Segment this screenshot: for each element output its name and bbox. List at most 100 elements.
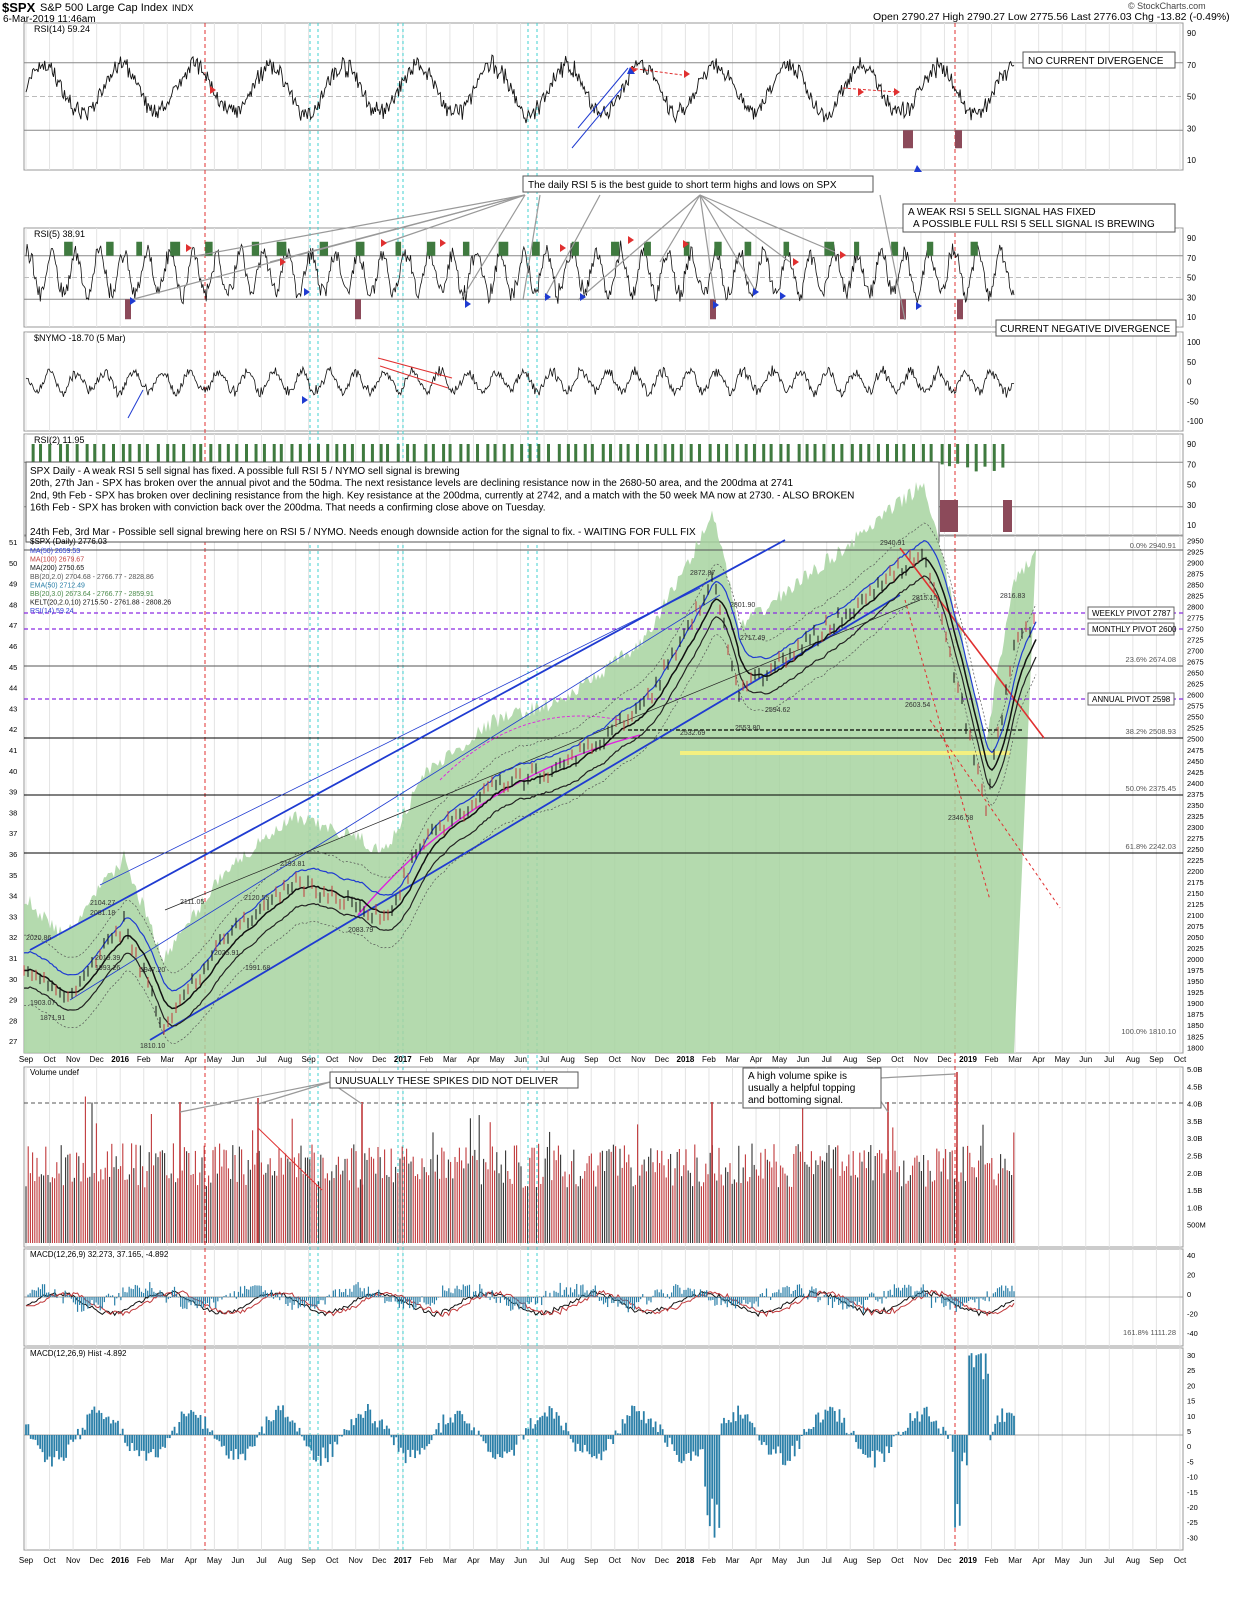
rsi-left-tick: 50 [9, 559, 17, 568]
nymo-tick: -50 [1187, 397, 1199, 406]
rsi-left-tick: 48 [9, 600, 17, 609]
rsi-left-tick: 40 [9, 767, 17, 776]
nymo-tick: 100 [1187, 338, 1201, 347]
price-tick: 1900 [1187, 999, 1204, 1008]
callout-fan-line [544, 194, 601, 298]
rsi2-fill [85, 444, 89, 466]
rsi2-fill [947, 444, 951, 467]
rsi2-fill [992, 444, 996, 471]
rsi2-fill [850, 444, 854, 472]
red-arrow-icon [793, 258, 799, 266]
rsi2-fill [290, 444, 294, 467]
rsi2-fill [424, 444, 428, 465]
time-tick-label-bottom: 2019 [959, 1556, 977, 1565]
time-tick-label: Feb [702, 1055, 716, 1064]
time-tick-label-bottom: Dec [372, 1556, 386, 1565]
rsi2-fill [307, 444, 311, 466]
price-value-label: 2025.91 [214, 950, 239, 957]
rsi2-tick: 30 [1187, 501, 1196, 510]
fib-label: 0.0% 2940.91 [1130, 541, 1176, 550]
price-tick: 2675 [1187, 658, 1204, 667]
rsi2-fill [262, 444, 266, 466]
fib-label: 50.0% 2375.45 [1126, 784, 1176, 793]
price-legend-item: KELT(20,2.0,10) 2715.50 - 2761.88 - 2808… [30, 600, 171, 607]
rsi14-note-box [1022, 51, 1176, 69]
rsi-left-tick: 29 [9, 996, 17, 1005]
rsi2-fill [654, 444, 658, 466]
time-tick-label-bottom: 2016 [111, 1556, 129, 1565]
rsi2-fill [476, 444, 480, 472]
time-tick-label: May [207, 1055, 222, 1064]
price-tick: 2050 [1187, 933, 1204, 942]
hist-label: MACD(12,26,9) Hist -4.892 [30, 1349, 127, 1358]
rsi2-fill [619, 444, 623, 471]
price-band-line [23, 557, 1037, 1010]
time-tick-label: Nov [349, 1055, 363, 1064]
annotation-line: SPX Daily - A weak RSI 5 sell signal has… [30, 466, 460, 477]
price-tick: 2775 [1187, 614, 1204, 623]
price-value-label: 2816.83 [1000, 593, 1025, 600]
volume-tick: 2.5B [1187, 1152, 1202, 1161]
price-tick: 2300 [1187, 823, 1204, 832]
nymo-label: $NYMO -18.70 (5 Mar) [34, 333, 126, 343]
time-tick-label-bottom: Oct [891, 1556, 904, 1565]
rsi2-fill [298, 444, 302, 470]
time-tick-label-bottom: Aug [1126, 1556, 1140, 1565]
rsi2-fill [510, 444, 514, 464]
blue-arrow-icon [627, 67, 635, 74]
time-tick-label: Jul [539, 1055, 549, 1064]
time-tick-label-bottom: Feb [702, 1556, 716, 1565]
volume-tick: 1.0B [1187, 1203, 1202, 1212]
volume-note1-box [329, 1071, 579, 1089]
price-tick: 2075 [1187, 922, 1204, 931]
callout-fan-line [699, 194, 716, 301]
rsi2-fill [786, 444, 790, 465]
time-tick-label-bottom: Jun [514, 1556, 527, 1565]
rsi2-tick: 50 [1187, 481, 1196, 490]
time-tick-label-bottom: Aug [843, 1556, 857, 1565]
rsi2-fill [583, 444, 587, 463]
rsi2-fill [590, 444, 594, 467]
time-tick-label: 2019 [959, 1055, 977, 1064]
price-legend-item: MA(200) 2750.65 [30, 565, 84, 572]
price-tick: 2550 [1187, 713, 1204, 722]
rsi14-line [25, 54, 1015, 124]
time-tick-label: Dec [90, 1055, 104, 1064]
time-tick-label-bottom: Dec [90, 1556, 104, 1565]
rsi2-fill [235, 444, 239, 471]
rsi2-tick: 90 [1187, 440, 1196, 449]
pivot-label: MONTHLY PIVOT 2600 [1092, 625, 1177, 634]
rsi2-tick: 10 [1187, 521, 1196, 530]
rsi5-tick: 10 [1187, 313, 1196, 322]
time-tick-label: Nov [631, 1055, 645, 1064]
time-tick-label-bottom: Mar [160, 1556, 174, 1565]
volume-tick: 500M [1187, 1221, 1206, 1230]
time-tick-label: Jun [797, 1055, 810, 1064]
price-band-line [23, 522, 1037, 974]
time-tick-label: Jun [514, 1055, 527, 1064]
time-tick-label: Apr [185, 1055, 198, 1064]
hist-tick: 5 [1187, 1427, 1191, 1436]
rsi2-fill [859, 444, 863, 472]
rsi-left-tick: 45 [9, 663, 17, 672]
time-tick-label: Jul [822, 1055, 832, 1064]
rsi2-fill [156, 444, 160, 467]
rsi5-overbought-fill [498, 241, 509, 256]
time-tick-label-bottom: 2017 [394, 1556, 412, 1565]
rsi2-fill [520, 444, 524, 467]
time-tick-label-bottom: Sep [867, 1556, 882, 1565]
rsi-left-tick: 33 [9, 912, 17, 921]
price-value-label: 1871.91 [40, 1015, 65, 1022]
time-tick-label-bottom: Apr [467, 1556, 480, 1565]
price-value-label: 2083.79 [348, 927, 373, 934]
time-tick-label-bottom: Sep [584, 1556, 599, 1565]
rsi2-fill [182, 444, 186, 466]
pivot-label: ANNUAL PIVOT 2598 [1092, 695, 1171, 704]
rsi2-fill [326, 444, 330, 463]
rsi5-note-line2: A POSSIBLE FULL RSI 5 SELL SIGNAL IS BRE… [913, 219, 1155, 230]
rsi5-tick: 30 [1187, 293, 1196, 302]
rsi5-note-line1: A WEAK RSI 5 SELL SIGNAL HAS FIXED [908, 207, 1096, 218]
callout-fan-line [269, 194, 526, 263]
time-tick-label-bottom: Oct [1174, 1556, 1187, 1565]
price-value-label: 2594.62 [765, 707, 790, 714]
